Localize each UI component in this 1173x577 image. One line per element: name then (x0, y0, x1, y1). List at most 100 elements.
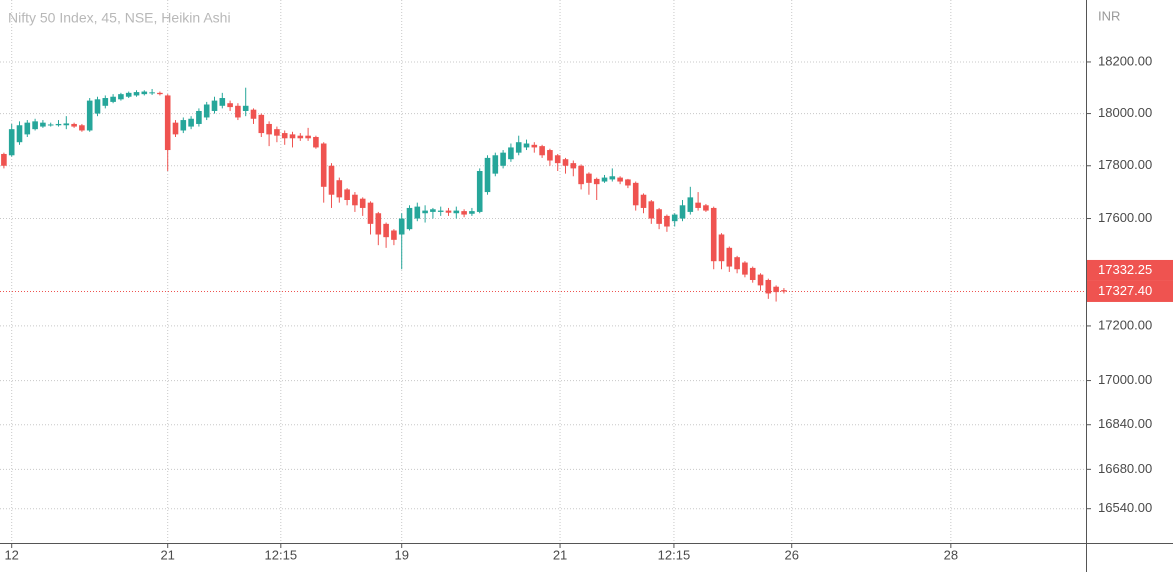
candle-body (531, 144, 538, 148)
candle-body (47, 124, 54, 126)
x-tick-label: 19 (394, 547, 408, 562)
y-axis-label: INR (1098, 8, 1120, 23)
y-tick-label: 16840.00 (1098, 416, 1152, 431)
candle-body (703, 205, 709, 211)
candle-body (1, 153, 7, 166)
candle-body (515, 142, 522, 153)
candle-body (172, 122, 179, 135)
x-tick-label: 21 (160, 547, 174, 562)
candle-body (469, 211, 475, 214)
candle-body (102, 98, 109, 106)
candle-body (63, 123, 70, 126)
candle-body (749, 267, 756, 280)
candle-body (562, 159, 569, 166)
candle-body (625, 179, 631, 186)
candle-body (586, 173, 592, 183)
candle-body (781, 290, 787, 292)
candle-body (508, 147, 514, 160)
candle-body (164, 95, 171, 151)
candle-body (765, 279, 772, 294)
candle-body (305, 135, 311, 139)
candle-body (398, 218, 405, 235)
y-tick-label: 16540.00 (1098, 500, 1152, 515)
y-tick-label: 17600.00 (1098, 210, 1152, 225)
price-label: 17332.25 (1098, 262, 1152, 277)
x-tick-label: 21 (553, 547, 567, 562)
candle-body (367, 202, 374, 224)
candle-body (640, 194, 647, 208)
candle-body (671, 214, 678, 222)
candle-body (391, 230, 397, 240)
candle-body (8, 129, 15, 156)
candle-body (476, 171, 483, 212)
candle-body (16, 125, 23, 143)
y-tick-label: 16680.00 (1098, 461, 1152, 476)
candle-body (266, 123, 272, 135)
candle-body (157, 92, 163, 95)
candle-body (523, 143, 530, 148)
candle-body (687, 197, 694, 212)
candle-body (383, 223, 389, 238)
candle-body (726, 247, 733, 267)
candle-body (219, 98, 226, 106)
candle-body (617, 177, 623, 182)
candle-body (547, 150, 553, 161)
y-tick-label: 17800.00 (1098, 157, 1152, 172)
candle-body (437, 210, 444, 212)
candle-body (94, 99, 101, 114)
candle-body (133, 92, 140, 96)
candle-body (86, 100, 93, 131)
candle-body (188, 118, 194, 127)
candle-body (71, 123, 77, 127)
candle-body (430, 209, 436, 212)
candle-body (235, 105, 241, 118)
candle-body (211, 100, 218, 111)
candle-body (406, 207, 413, 230)
candle-body (344, 189, 350, 201)
candle-body (710, 207, 717, 262)
price-label-box (1087, 259, 1173, 281)
candle-body (32, 121, 38, 130)
candle-body (570, 163, 577, 169)
candle-body (336, 180, 343, 198)
candle-body (313, 136, 319, 148)
candle-body (79, 125, 85, 131)
candle-body (203, 104, 210, 118)
candle-body (445, 210, 452, 213)
candle-body (484, 157, 491, 193)
candle-body (664, 215, 670, 227)
candle-body (227, 103, 233, 108)
candle-body (679, 205, 686, 219)
candle-body (773, 286, 779, 293)
x-tick-label: 12:15 (265, 547, 298, 562)
y-tick-label: 17000.00 (1098, 372, 1152, 387)
candle-body (453, 210, 460, 214)
candle-body (609, 176, 616, 180)
candle-body (539, 146, 545, 156)
candle-body (141, 91, 148, 95)
candle-body (601, 177, 608, 182)
candle-body (359, 198, 366, 208)
candle-body (422, 210, 428, 214)
candle-body (242, 105, 249, 111)
chart-title: Nifty 50 Index, 45, NSE, Heikin Ashi (8, 10, 231, 26)
candle-body (648, 201, 655, 219)
x-tick-label: 28 (944, 547, 958, 562)
candle-body (632, 182, 639, 206)
y-tick-label: 18000.00 (1098, 105, 1152, 120)
candle-body (375, 213, 382, 235)
candle-body (742, 262, 748, 275)
candle-body (695, 202, 701, 208)
candle-body (461, 211, 467, 215)
x-tick-label: 12:15 (658, 547, 691, 562)
candle-body (110, 96, 116, 102)
candle-body (180, 120, 187, 131)
candle-body (328, 165, 335, 195)
candle-body (593, 178, 600, 185)
candle-body (55, 123, 62, 126)
candle-body (734, 257, 740, 270)
candle-body (718, 234, 725, 262)
